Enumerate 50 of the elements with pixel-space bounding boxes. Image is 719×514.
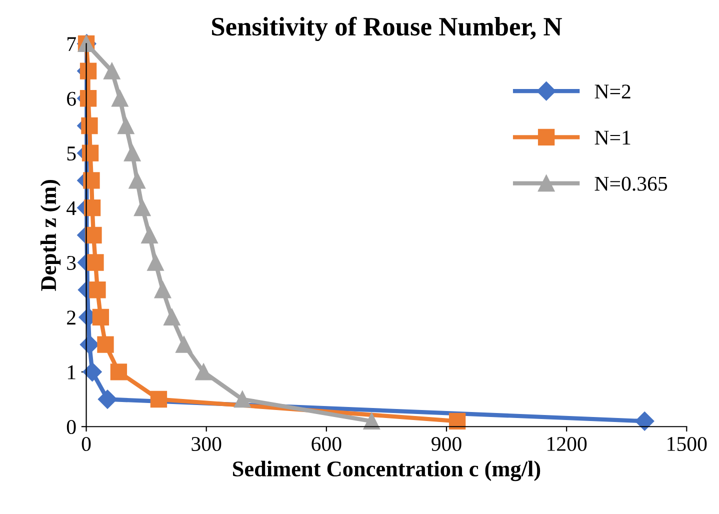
legend-label: N=1 bbox=[594, 130, 630, 144]
legend-label: N=0.365 bbox=[594, 176, 668, 191]
y-tick-label: 0 bbox=[66, 420, 76, 434]
point bbox=[176, 336, 192, 353]
y-tick-label: 5 bbox=[67, 146, 76, 161]
point bbox=[234, 390, 251, 408]
x-tick-label: 1500 bbox=[668, 436, 707, 452]
legend-label: N=2 bbox=[594, 84, 630, 98]
point bbox=[80, 90, 97, 107]
x-tick-label: 300 bbox=[192, 436, 222, 452]
point bbox=[85, 226, 102, 244]
point bbox=[363, 412, 380, 430]
point bbox=[81, 117, 98, 134]
point bbox=[82, 362, 102, 382]
y-tick-label: 6 bbox=[67, 92, 76, 106]
point bbox=[154, 282, 172, 298]
x-tick-label: 0 bbox=[82, 436, 91, 452]
point bbox=[110, 364, 128, 380]
point bbox=[448, 412, 466, 430]
point bbox=[97, 336, 114, 353]
point bbox=[150, 390, 168, 408]
point bbox=[104, 62, 120, 80]
y-tick-label: 7 bbox=[68, 37, 76, 51]
point bbox=[83, 172, 100, 189]
y-axis-title: Depth z (m) bbox=[40, 180, 61, 291]
point bbox=[92, 308, 110, 326]
chart-title: Sensitivity of Rouse Number, N bbox=[212, 16, 562, 42]
point bbox=[147, 254, 164, 271]
point bbox=[141, 226, 158, 244]
point bbox=[89, 282, 106, 298]
point bbox=[635, 412, 654, 431]
point bbox=[84, 199, 101, 216]
point bbox=[87, 254, 104, 271]
point bbox=[195, 364, 212, 380]
x-tick-label: 600 bbox=[312, 436, 342, 452]
x-axis-title: Sediment Concentration c (mg/l) bbox=[233, 460, 540, 482]
point bbox=[124, 144, 141, 162]
y-tick-label: 1 bbox=[68, 365, 76, 380]
point bbox=[82, 144, 99, 162]
y-tick-label: 4 bbox=[66, 201, 76, 216]
point bbox=[112, 90, 128, 107]
y-tick-label: 3 bbox=[67, 256, 76, 270]
x-tick-label: 900 bbox=[432, 436, 462, 452]
point bbox=[128, 172, 146, 189]
point bbox=[134, 199, 151, 216]
point bbox=[118, 117, 134, 134]
point bbox=[98, 390, 118, 409]
x-tick-label: 1200 bbox=[548, 436, 587, 452]
y-tick-label: 2 bbox=[67, 310, 76, 324]
point bbox=[164, 308, 180, 326]
